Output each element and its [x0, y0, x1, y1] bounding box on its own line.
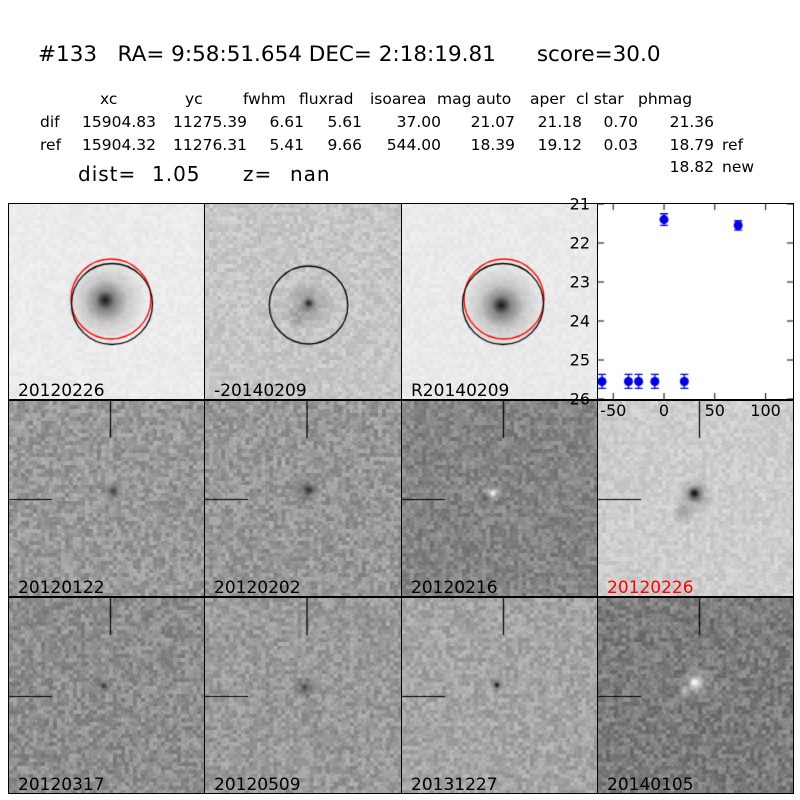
y-tick-label: 26	[569, 389, 590, 409]
col-header-isoarea: isoarea	[370, 90, 427, 108]
y-tick-label: 24	[569, 311, 590, 331]
col-header-fluxrad: fluxrad	[299, 90, 354, 108]
cutout-image	[402, 204, 597, 399]
cutout-panel: 20131227	[401, 597, 598, 796]
dif-isoarea: 37.00	[396, 113, 441, 131]
ref-phmag-suffix: ref	[722, 136, 744, 154]
ref-fluxrad: 9.66	[327, 136, 362, 154]
cutout-label: 20120216	[411, 578, 498, 599]
new-phmag-suffix: new	[722, 158, 755, 176]
dist-label: dist=	[78, 162, 137, 186]
cutout-label: 20131227	[411, 775, 498, 796]
ref-phmag: 18.79	[669, 136, 714, 154]
cutout-image	[205, 204, 401, 399]
cutout-panel: 20140105	[597, 597, 794, 796]
cutout-panel: 20120216	[401, 400, 598, 599]
col-header-mag-auto: mag auto	[437, 90, 512, 108]
cutout-image	[9, 598, 204, 793]
x-tick-label: 100	[750, 401, 781, 420]
z-value: nan	[290, 162, 331, 186]
dif-fluxrad: 5.61	[327, 113, 362, 131]
dif-mag-auto: 21.07	[470, 113, 515, 131]
col-header-aper: aper	[530, 90, 566, 108]
cutout-panel-detection-epoch: 20120226	[597, 400, 794, 599]
cutout-label: 20120122	[18, 578, 105, 599]
light-curve-panel	[597, 203, 794, 400]
cutout-panel: 20120509	[204, 597, 402, 796]
cutout-image	[598, 598, 793, 793]
dif-cl-star: 0.70	[603, 113, 638, 131]
ref-cl-star: 0.03	[603, 136, 638, 154]
y-tick-label: 23	[569, 272, 590, 292]
cutout-panel-new-image: 20120226	[8, 203, 205, 402]
cutout-label: R20140209	[411, 381, 510, 402]
cutout-label: 20140105	[607, 775, 694, 796]
cutout-label: 20120202	[214, 578, 301, 599]
cutout-image	[402, 598, 597, 793]
z-label: z=	[243, 162, 273, 186]
cutout-panel: 20120317	[8, 597, 205, 796]
ref-xc: 15904.32	[82, 136, 156, 154]
dif-xc: 15904.83	[82, 113, 156, 131]
col-header-phmag: phmag	[638, 90, 693, 108]
cutout-panel: 20120202	[204, 400, 402, 599]
cutout-label: 20120509	[214, 775, 301, 796]
cutout-panel-difference-image: -20140209	[204, 203, 402, 402]
y-tick-label: 25	[569, 350, 590, 370]
dif-row-label: dif	[40, 113, 60, 131]
col-header-cl-star: cl star	[576, 90, 624, 108]
cutout-image	[205, 598, 401, 793]
x-tick-label: -50	[600, 401, 627, 420]
cutout-label: 20120226	[607, 578, 694, 599]
ref-yc: 11276.31	[173, 136, 247, 154]
cutout-label: 20120226	[18, 381, 105, 402]
col-header-yc: yc	[185, 90, 203, 108]
cutout-panel-reference-image: R20140209	[401, 203, 598, 402]
dif-fwhm: 6.61	[269, 113, 304, 131]
dist-value: 1.05	[152, 162, 201, 186]
ref-aper: 19.12	[537, 136, 582, 154]
cutout-image	[9, 401, 204, 596]
cutout-image	[402, 401, 597, 596]
ref-fwhm: 5.41	[269, 136, 304, 154]
ref-mag-auto: 18.39	[470, 136, 515, 154]
new-phmag: 18.82	[669, 158, 714, 176]
ref-row-label: ref	[40, 136, 62, 154]
x-tick-label: 50	[704, 401, 725, 420]
x-tick-label: 0	[658, 401, 670, 420]
y-tick-label: 21	[569, 194, 590, 214]
cutout-image	[598, 401, 793, 596]
page-title: #133 RA= 9:58:51.654 DEC= 2:18:19.81 sco…	[38, 42, 661, 67]
cutout-panel: 20120122	[8, 400, 205, 599]
dif-aper: 21.18	[537, 113, 582, 131]
cutout-image	[205, 401, 401, 596]
dif-yc: 11275.39	[173, 113, 247, 131]
y-tick-label: 22	[569, 233, 590, 253]
cutout-image	[9, 204, 204, 399]
col-header-xc: xc	[100, 90, 118, 108]
ref-isoarea: 544.00	[386, 136, 441, 154]
cutout-label: 20120317	[18, 775, 105, 796]
dif-phmag: 21.36	[669, 113, 714, 131]
col-header-fwhm: fwhm	[243, 90, 286, 108]
cutout-label: -20140209	[214, 381, 307, 402]
light-curve-plot	[598, 204, 793, 399]
